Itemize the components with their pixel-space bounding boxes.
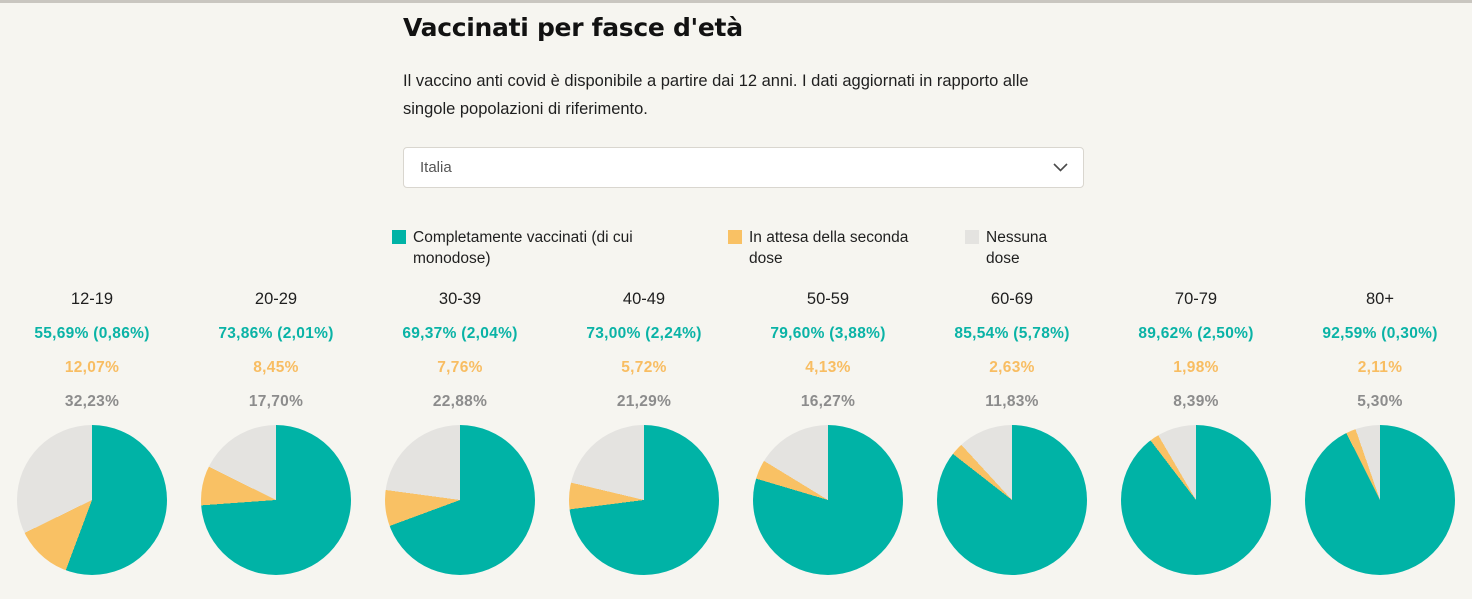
awaiting-second-dose-value: 7,76% (437, 359, 483, 376)
awaiting-second-dose-value: 12,07% (64, 359, 120, 376)
pie-chart (385, 425, 535, 575)
legend-item-label: In attesa della seconda dose (749, 229, 909, 267)
fully-vaccinated-value: 55,69% (0,86%) (34, 325, 150, 342)
legend-item-fully-vaccinated: Completamente vaccinati (di cui monodose… (392, 227, 728, 269)
awaiting-second-dose-value: 5,72% (621, 359, 667, 376)
region-select-value: Italia (420, 159, 452, 176)
age-group-label: 60-69 (990, 290, 1034, 308)
no-dose-value: 8,39% (1173, 393, 1219, 410)
pie-chart (937, 425, 1087, 575)
awaiting-second-dose-value: 4,13% (805, 359, 851, 376)
age-group-label: 12-19 (70, 290, 114, 308)
legend-item-no-dose: Nessuna dose (965, 227, 1081, 269)
pie-chart (569, 425, 719, 575)
awaiting-second-dose-value: 1,98% (1173, 359, 1219, 376)
fully-vaccinated-value: 85,54% (5,78%) (954, 325, 1070, 342)
chart-header: Vaccinati per fasce d'età Il vaccino ant… (403, 13, 1075, 123)
chevron-down-icon[interactable] (1053, 163, 1068, 172)
pie-chart (201, 425, 351, 575)
age-group-label: 30-39 (438, 290, 482, 308)
age-group-column: 40-49 73,00% (2,24%) 5,72% 21,29% (552, 290, 736, 575)
legend-item-awaiting-second-dose: In attesa della seconda dose (728, 227, 965, 269)
legend-swatch (965, 230, 979, 244)
fully-vaccinated-value: 73,00% (2,24%) (586, 325, 702, 342)
age-group-column: 60-69 85,54% (5,78%) 2,63% 11,83% (920, 290, 1104, 575)
age-group-column: 70-79 89,62% (2,50%) 1,98% 8,39% (1104, 290, 1288, 575)
legend-item-label: Completamente vaccinati (di cui monodose… (413, 229, 633, 267)
pie-chart (753, 425, 903, 575)
age-group-column: 30-39 69,37% (2,04%) 7,76% 22,88% (368, 290, 552, 575)
region-select[interactable]: Italia (403, 147, 1084, 188)
chart-subtitle: Il vaccino anti covid è disponibile a pa… (403, 72, 1029, 118)
pie-chart (17, 425, 167, 575)
awaiting-second-dose-value: 2,11% (1357, 359, 1403, 376)
age-group-label: 20-29 (254, 290, 298, 308)
no-dose-value: 22,88% (432, 393, 488, 410)
age-group-label: 80+ (1366, 290, 1394, 308)
legend-swatch (728, 230, 742, 244)
chart-title: Vaccinati per fasce d'età (403, 13, 743, 42)
age-group-label: 40-49 (622, 290, 666, 308)
age-group-label: 50-59 (806, 290, 850, 308)
legend-item-label: Nessuna dose (986, 229, 1048, 267)
age-group-column: 12-19 55,69% (0,86%) 12,07% 32,23% (0, 290, 184, 575)
fully-vaccinated-value: 89,62% (2,50%) (1138, 325, 1254, 342)
fully-vaccinated-value: 69,37% (2,04%) (402, 325, 518, 342)
no-dose-value: 16,27% (800, 393, 856, 410)
awaiting-second-dose-value: 2,63% (989, 359, 1035, 376)
no-dose-value: 11,83% (985, 393, 1039, 410)
fully-vaccinated-value: 92,59% (0,30%) (1322, 325, 1438, 342)
age-group-label: 70-79 (1174, 290, 1218, 308)
no-dose-value: 32,23% (64, 393, 120, 410)
age-group-column: 80+ 92,59% (0,30%) 2,11% 5,30% (1288, 290, 1472, 575)
pie-chart-row: 12-19 55,69% (0,86%) 12,07% 32,23% 20-29… (0, 290, 1472, 575)
age-group-column: 50-59 79,60% (3,88%) 4,13% 16,27% (736, 290, 920, 575)
fully-vaccinated-value: 73,86% (2,01%) (218, 325, 334, 342)
age-group-column: 20-29 73,86% (2,01%) 8,45% 17,70% (184, 290, 368, 575)
pie-chart (1305, 425, 1455, 575)
pie-chart (1121, 425, 1271, 575)
legend-swatch (392, 230, 406, 244)
legend: Completamente vaccinati (di cui monodose… (392, 227, 1081, 269)
no-dose-value: 5,30% (1357, 393, 1403, 410)
no-dose-value: 17,70% (248, 393, 304, 410)
no-dose-value: 21,29% (616, 393, 672, 410)
awaiting-second-dose-value: 8,45% (253, 359, 299, 376)
fully-vaccinated-value: 79,60% (3,88%) (770, 325, 886, 342)
